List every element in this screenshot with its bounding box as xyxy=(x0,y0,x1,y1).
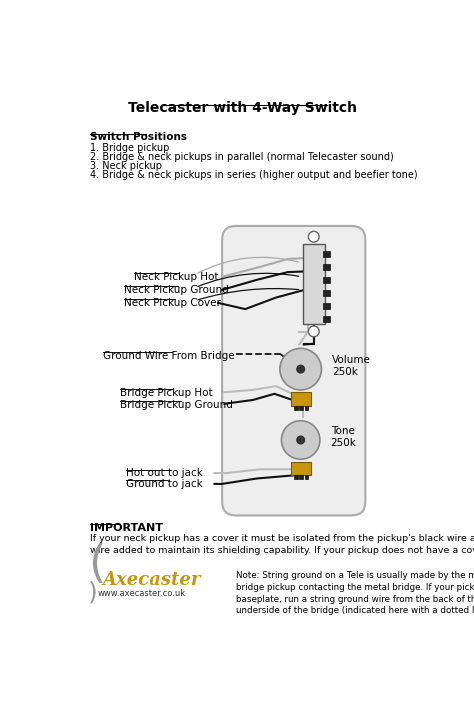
Text: (: ( xyxy=(88,543,106,586)
FancyBboxPatch shape xyxy=(222,226,365,516)
Text: Tone
250k: Tone 250k xyxy=(331,426,356,448)
Text: Switch Positions: Switch Positions xyxy=(90,132,187,142)
Text: Ground to jack: Ground to jack xyxy=(126,479,202,489)
Text: Bridge Pickup Ground: Bridge Pickup Ground xyxy=(120,400,233,410)
Circle shape xyxy=(309,232,319,242)
Text: ): ) xyxy=(88,581,98,604)
Text: Bridge Pickup Hot: Bridge Pickup Hot xyxy=(120,388,213,398)
Bar xyxy=(304,475,309,479)
Text: www.axecaster.co.uk: www.axecaster.co.uk xyxy=(97,589,185,598)
Bar xyxy=(323,303,330,309)
Circle shape xyxy=(282,420,320,459)
Text: 2. Bridge & neck pickups in parallel (normal Telecaster sound): 2. Bridge & neck pickups in parallel (no… xyxy=(90,152,393,162)
Bar xyxy=(323,290,330,296)
Text: Neck Pickup Hot: Neck Pickup Hot xyxy=(134,272,218,282)
Bar xyxy=(323,277,330,283)
Circle shape xyxy=(297,436,304,444)
Text: 4. Bridge & neck pickups in series (higher output and beefier tone): 4. Bridge & neck pickups in series (high… xyxy=(90,170,417,180)
Bar xyxy=(299,406,303,410)
Text: Ground Wire From Bridge: Ground Wire From Bridge xyxy=(103,350,235,360)
Bar xyxy=(323,250,330,257)
Bar xyxy=(294,475,298,479)
Text: IMPORTANT: IMPORTANT xyxy=(90,523,163,533)
Circle shape xyxy=(280,348,321,390)
Bar xyxy=(323,316,330,322)
Text: 3. Neck pickup: 3. Neck pickup xyxy=(90,162,162,172)
Text: Volume
250k: Volume 250k xyxy=(332,355,371,377)
Bar xyxy=(323,264,330,270)
Bar xyxy=(291,393,310,406)
Text: Telecaster with 4-Way Switch: Telecaster with 4-Way Switch xyxy=(128,102,357,115)
Text: 1. Bridge pickup: 1. Bridge pickup xyxy=(90,143,169,153)
Text: Note: String ground on a Tele is usually made by the metal baseplate of the
brid: Note: String ground on a Tele is usually… xyxy=(236,571,474,616)
Bar xyxy=(303,244,325,325)
Bar xyxy=(294,406,298,410)
Text: Neck Pickup Cover: Neck Pickup Cover xyxy=(124,298,221,308)
Text: Axecaster: Axecaster xyxy=(102,571,201,589)
Text: If your neck pickup has a cover it must be isolated from the pickup's black wire: If your neck pickup has a cover it must … xyxy=(90,534,474,556)
Text: Neck Pickup Ground: Neck Pickup Ground xyxy=(124,285,229,295)
Text: Hot out to jack: Hot out to jack xyxy=(126,468,203,478)
Bar xyxy=(304,406,309,410)
Circle shape xyxy=(309,326,319,337)
Circle shape xyxy=(297,365,304,373)
Bar xyxy=(299,475,303,479)
Bar xyxy=(291,462,310,475)
